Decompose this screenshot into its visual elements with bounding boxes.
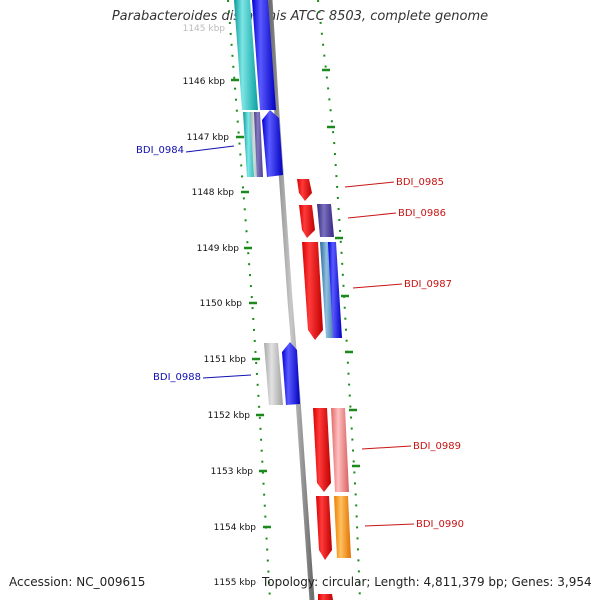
accession-text: Accession: NC_009615	[9, 575, 146, 589]
scale-label: 1147 kbp	[187, 133, 230, 143]
forward-strand-features[interactable]	[297, 179, 351, 600]
scale-label: 1145 kbp	[183, 24, 226, 34]
leader-line-bdi-0988	[202, 374, 252, 379]
scale-labels: 1145 kbp 1146 kbp 1147 kbp 1148 kbp 1149…	[183, 24, 257, 588]
genome-backbone	[267, 0, 315, 600]
feature-blue-4	[328, 242, 342, 338]
gene-label-bdi-0989: BDI_0989	[413, 441, 461, 452]
feature-red-3	[302, 242, 323, 340]
feature-blue-1	[252, 0, 276, 110]
scale-label: 1148 kbp	[192, 188, 235, 198]
feature-pink-1	[331, 408, 349, 492]
scale-label: 1149 kbp	[197, 244, 240, 254]
gene-label-bdi-0990: BDI_0990	[416, 519, 464, 530]
gene-label-bdi-0984: BDI_0984	[136, 145, 184, 156]
scale-label: 1151 kbp	[204, 355, 247, 365]
feature-red-4	[313, 408, 331, 492]
feature-cyan-1	[234, 0, 258, 110]
feature-blue-2	[262, 110, 283, 177]
outer-dotted-line	[317, 0, 361, 600]
feature-red-1	[297, 179, 312, 201]
scale-label: 1152 kbp	[208, 411, 251, 421]
gene-label-bdi-0986: BDI_0986	[398, 208, 446, 219]
feature-red-5	[316, 496, 332, 560]
reverse-strand-features[interactable]	[234, 0, 300, 405]
leader-line-bdi-0984	[185, 145, 235, 153]
inner-dotted-line	[227, 0, 271, 600]
scale-label: 1150 kbp	[200, 299, 243, 309]
leader-line-bdi-0990	[364, 523, 415, 527]
leader-line-bdi-0987	[352, 283, 403, 289]
genome-summary-text: Topology: circular; Length: 4,811,379 bp…	[262, 575, 592, 589]
scale-label: 1146 kbp	[183, 77, 226, 87]
feature-purple-2	[317, 204, 334, 237]
map-title: Parabacteroides distasonis ATCC 8503, co…	[111, 9, 489, 24]
feature-blue-3	[282, 342, 300, 405]
feature-orange-1	[334, 496, 351, 558]
gene-label-bdi-0987: BDI_0987	[404, 279, 452, 290]
feature-red-6	[318, 594, 333, 600]
scale-label: 1155 kbp	[214, 578, 257, 588]
leader-line-bdi-0989	[361, 445, 412, 450]
scale-label: 1153 kbp	[211, 467, 254, 477]
leader-line-bdi-0985	[344, 181, 395, 188]
scale-tick-marks	[231, 68, 360, 529]
gene-label-bdi-0985: BDI_0985	[396, 177, 444, 188]
feature-purple-1	[254, 112, 263, 177]
gene-label-bdi-0988: BDI_0988	[153, 372, 201, 383]
scale-label: 1154 kbp	[214, 523, 257, 533]
feature-red-2	[299, 205, 315, 238]
gene-labels[interactable]: BDI_0984 BDI_0985 BDI_0986 BDI_0987 BDI_…	[136, 145, 464, 530]
feature-gray-2	[264, 343, 283, 405]
leader-line-bdi-0986	[347, 212, 397, 219]
